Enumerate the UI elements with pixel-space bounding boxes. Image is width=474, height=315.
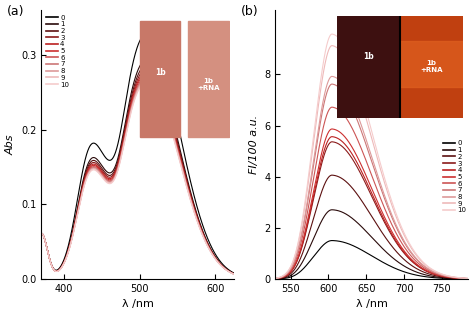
X-axis label: λ /nm: λ /nm: [356, 300, 388, 309]
Text: (b): (b): [241, 5, 258, 18]
Y-axis label: FI/100 a.u.: FI/100 a.u.: [249, 115, 259, 174]
Legend: 0, 1, 2, 3, 4, 5, 6, 7, 8, 9, 10: 0, 1, 2, 3, 4, 5, 6, 7, 8, 9, 10: [442, 140, 467, 214]
X-axis label: λ /nm: λ /nm: [122, 300, 154, 309]
Y-axis label: Abs: Abs: [6, 135, 16, 155]
Legend: 0, 1, 2, 3, 4, 5, 6, 7, 8, 9, 10: 0, 1, 2, 3, 4, 5, 6, 7, 8, 9, 10: [45, 14, 70, 88]
Text: (a): (a): [7, 5, 24, 18]
